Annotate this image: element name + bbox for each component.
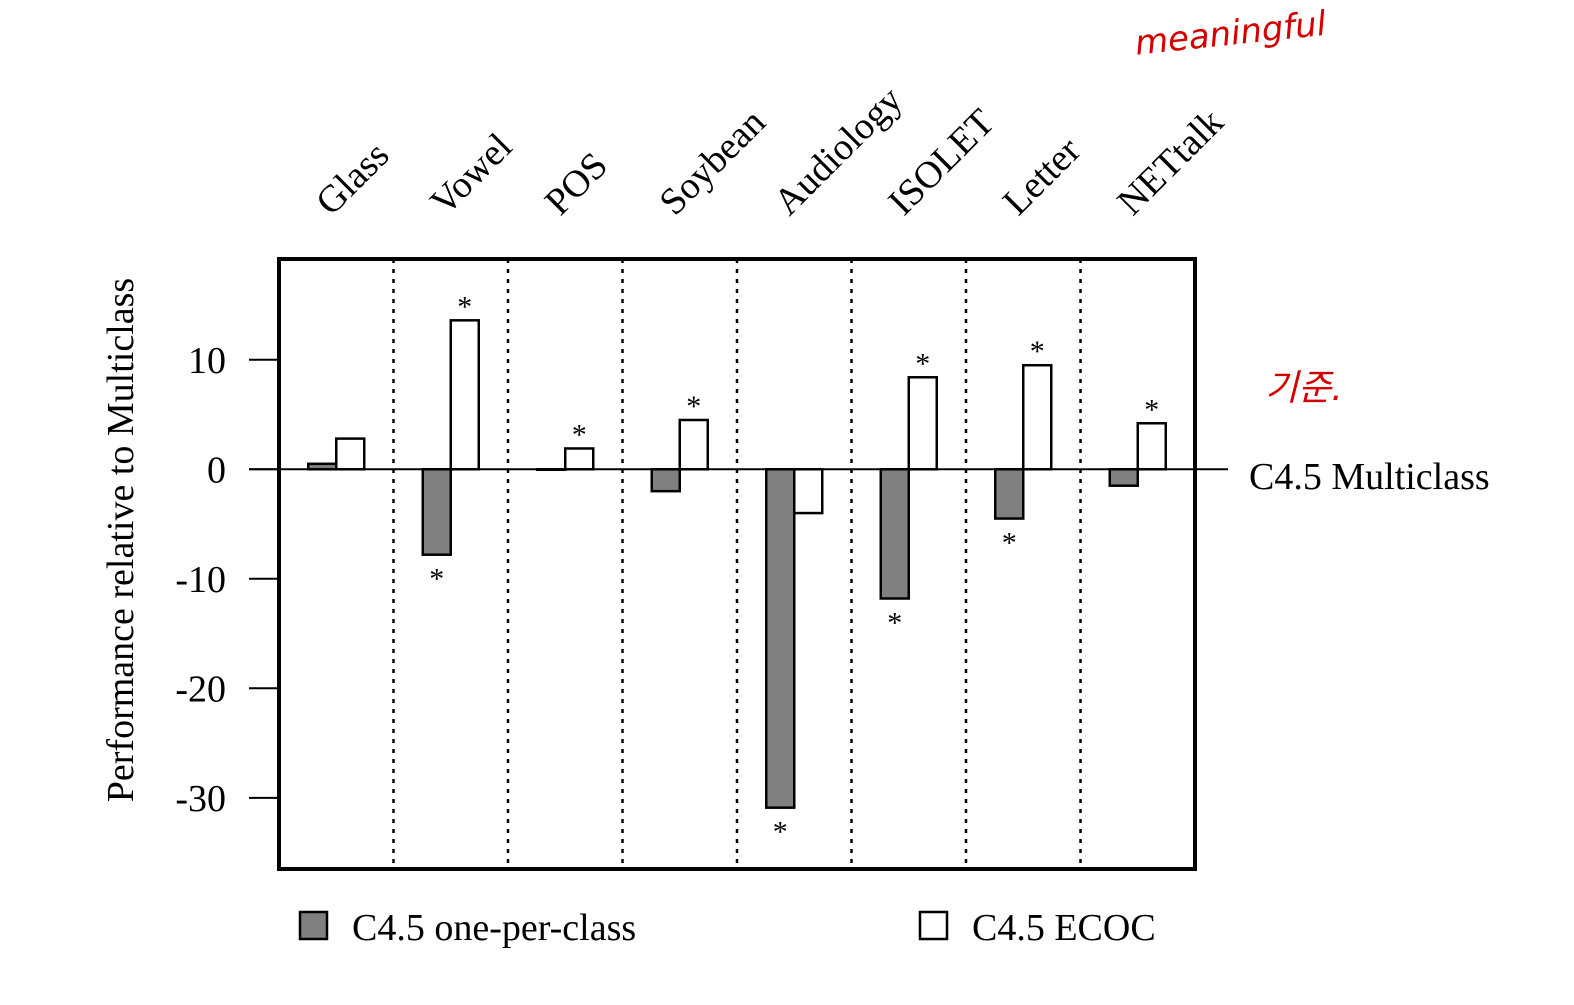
legend-label-ecoc: C4.5 ECOC: [972, 907, 1156, 949]
x-tick-label: Vowel: [422, 125, 520, 223]
y-axis-label: Performance relative to Multiclass: [100, 278, 142, 802]
y-tick-label: -30: [175, 778, 226, 820]
bar-one-per-class-vowel: [421, 468, 452, 556]
bar-ecoc-isolet: [907, 376, 938, 471]
legend: C4.5 one-per-class C4.5 ECOC: [298, 907, 1156, 949]
bar-one-per-class-letter: [994, 468, 1025, 520]
y-tick-label: -20: [175, 668, 226, 710]
bar-ecoc-soybean: [678, 418, 709, 471]
significance-marker: *: [1030, 335, 1045, 368]
significance-marker: *: [915, 347, 930, 380]
bar-ecoc-glass: [335, 437, 366, 471]
handwritten-annotation-side: 기준.: [1265, 368, 1343, 409]
bar-ecoc-nettalk: [1136, 422, 1167, 471]
bar-ecoc-letter: [1022, 363, 1053, 471]
y-tick-label: -10: [175, 559, 226, 601]
bar-one-per-class-audiology: [765, 468, 796, 809]
handwritten-annotation-top: meaningful: [1133, 4, 1329, 64]
significance-marker: *: [572, 418, 587, 451]
significance-marker: *: [1144, 393, 1159, 426]
plot-frame: [277, 257, 1197, 871]
legend-swatch-ecoc: [918, 910, 949, 941]
x-tick-label: Glass: [308, 134, 397, 223]
legend-swatch-one-per-class: [298, 910, 329, 941]
x-tick-label: Soybean: [651, 101, 773, 223]
legend-label-one-per-class: C4.5 one-per-class: [352, 907, 636, 949]
reference-line-label: C4.5 Multiclass: [1249, 456, 1490, 498]
significance-marker: *: [1002, 527, 1017, 560]
significance-marker: *: [429, 563, 444, 596]
significance-marker: *: [457, 290, 472, 323]
significance-marker: *: [887, 606, 902, 639]
bar-one-per-class-soybean: [650, 468, 681, 493]
x-tick-label: NETtalk: [1109, 101, 1231, 223]
x-tick-label: Letter: [995, 129, 1089, 223]
y-tick-label: 0: [207, 449, 226, 491]
bar-one-per-class-isolet: [879, 468, 910, 600]
bar-ecoc-vowel: [449, 319, 480, 471]
x-tick-label: POS: [537, 144, 616, 223]
y-tick-label: 10: [188, 340, 226, 382]
bar-ecoc-pos: [564, 447, 595, 471]
bar-one-per-class-nettalk: [1108, 468, 1139, 487]
significance-marker: *: [686, 390, 701, 423]
bar-ecoc-audiology: [793, 468, 824, 515]
significance-marker: *: [773, 816, 788, 849]
